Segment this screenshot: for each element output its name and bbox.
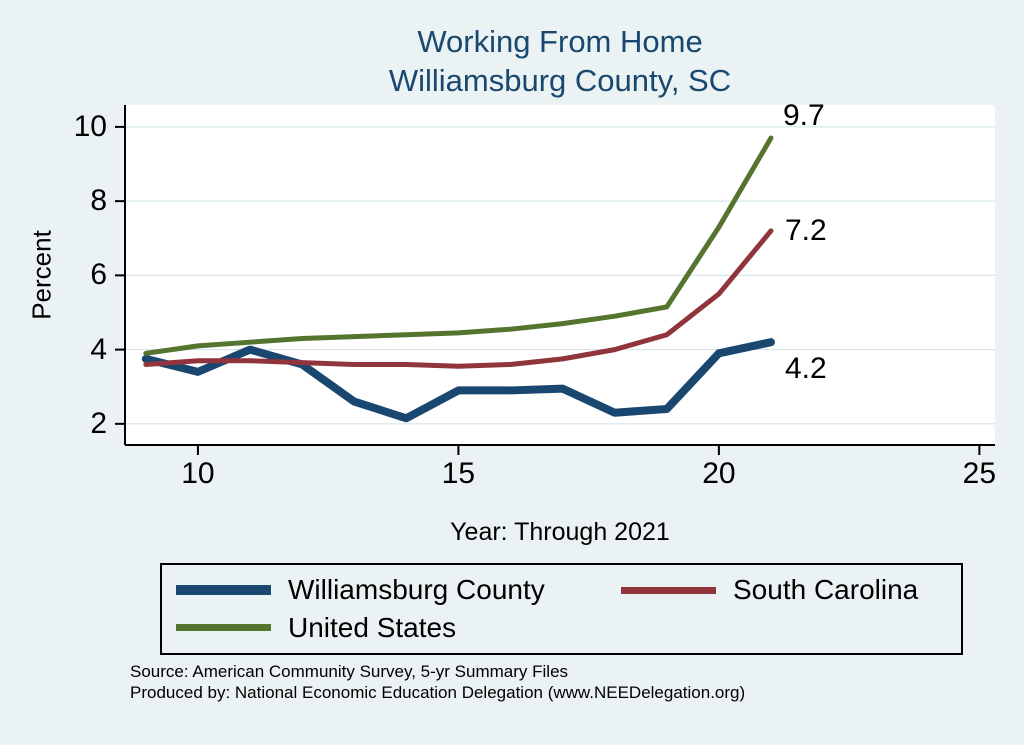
legend-item-williamsburg-county: Williamsburg County: [176, 574, 621, 606]
legend-item-south-carolina: South Carolina: [621, 574, 947, 606]
series-end-label-south-carolina: 7.2: [784, 213, 827, 247]
y-tick-label: 4: [90, 332, 107, 366]
plot-area: 2 4 6 8 10 10 15 20 25 4.2 7.2 9.7: [74, 99, 996, 490]
x-tick-label: 25: [962, 457, 997, 490]
x-tick-label: 15: [441, 457, 476, 490]
y-tick-label: 8: [90, 184, 107, 218]
y-tick-label: 2: [90, 406, 107, 440]
plot-canvas: [115, 105, 995, 455]
produced-by-line: Produced by: National Economic Education…: [130, 683, 746, 702]
chart-title-line2: Williamsburg County, SC: [388, 63, 732, 98]
source-note: Source: American Community Survey, 5-yr …: [130, 661, 745, 703]
chart-title-line1: Working From Home: [417, 24, 703, 59]
y-tick-label: 6: [90, 258, 107, 292]
legend: Williamsburg County South Carolina Unite…: [160, 563, 963, 655]
x-tick-label: 10: [181, 457, 215, 490]
chart-title: Working From Home Williamsburg County, S…: [125, 22, 995, 100]
legend-swatch-williamsburg-county: [176, 585, 271, 596]
legend-label-united-states: United States: [288, 611, 457, 643]
series-end-label-williamsburg-county: 4.2: [784, 352, 827, 386]
source-line: Source: American Community Survey, 5-yr …: [130, 662, 569, 681]
x-tick-label: 20: [702, 457, 736, 490]
legend-swatch-south-carolina: [621, 586, 716, 594]
legend-label-williamsburg-county: Williamsburg County: [288, 574, 545, 606]
legend-label-south-carolina: South Carolina: [733, 574, 919, 606]
y-tick-label: 10: [73, 109, 107, 143]
y-axis-label: Percent: [26, 230, 57, 320]
x-axis-label: Year: Through 2021: [450, 518, 670, 546]
legend-swatch-united-states: [176, 624, 271, 632]
legend-item-united-states: United States: [176, 612, 621, 644]
series-end-label-united-states: 9.7: [782, 99, 825, 133]
